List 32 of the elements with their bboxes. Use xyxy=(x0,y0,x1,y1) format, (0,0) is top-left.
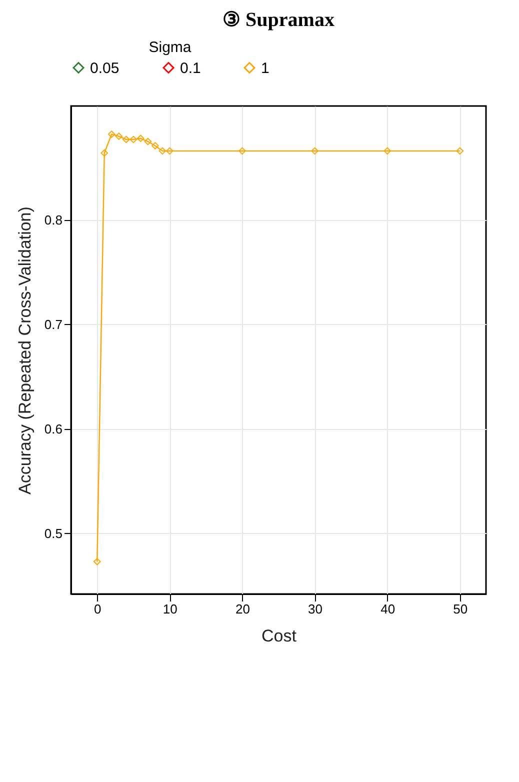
point xyxy=(108,130,116,138)
point xyxy=(238,147,246,155)
point xyxy=(130,136,138,144)
y-tick-label: 0.8 xyxy=(44,212,62,228)
point xyxy=(144,138,152,146)
point xyxy=(136,134,144,142)
point xyxy=(158,147,166,155)
point xyxy=(115,132,123,140)
x-tick-label: 10 xyxy=(162,602,178,616)
x-tick-label: 20 xyxy=(235,602,250,616)
legend-label: 0.05 xyxy=(90,60,120,77)
x-tick-label: 30 xyxy=(308,602,323,616)
y-tick-label: 0.6 xyxy=(44,421,62,436)
chart-title: ③ Supramax xyxy=(222,9,334,31)
y-axis-title: Accuracy (Repeated Cross-Validation) xyxy=(15,206,34,494)
legend-label: 1 xyxy=(261,60,270,77)
point xyxy=(93,558,101,566)
point xyxy=(456,147,464,155)
point xyxy=(311,147,318,155)
x-tick-label: 40 xyxy=(380,602,396,616)
point xyxy=(384,147,391,155)
point xyxy=(122,136,130,144)
legend-label: 0.1 xyxy=(180,60,201,77)
point xyxy=(100,149,108,157)
x-axis-title: Cost xyxy=(262,626,297,646)
legend-title: Sigma xyxy=(148,39,192,56)
y-tick-label: 0.5 xyxy=(44,526,62,541)
point xyxy=(152,142,159,150)
x-tick-label: 0 xyxy=(94,602,102,616)
point xyxy=(166,147,174,155)
x-tick-label: 50 xyxy=(453,602,468,616)
y-tick-label: 0.7 xyxy=(44,316,62,332)
